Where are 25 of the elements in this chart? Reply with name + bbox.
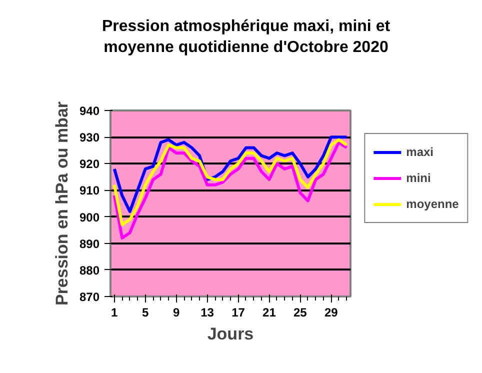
x-tick-label: 17: [232, 306, 246, 320]
y-tick-label: 900: [79, 210, 100, 224]
line-series: [112, 140, 348, 240]
y-tick-label: 930: [79, 130, 100, 145]
x-tick-label: 25: [294, 306, 308, 320]
x-tick-label: 9: [172, 306, 180, 320]
chart-title: Pression atmosphérique maxi, mini et moyenne quotidienne d'Octobre 2020: [102, 17, 390, 58]
y-tick-label: 890: [79, 236, 100, 251]
line-series: [112, 138, 348, 226]
y-tick-label: 870: [79, 290, 100, 304]
line-series: [112, 136, 348, 213]
x-tick-label: 21: [262, 306, 276, 320]
legend-label: maxi: [406, 145, 434, 159]
y-tick-label: 940: [79, 104, 100, 118]
y-tick-label: 920: [79, 157, 100, 172]
y-axis-title: Pression en hPa ou mbar: [52, 101, 72, 306]
y-tick-label: 910: [79, 184, 100, 198]
x-tick-label: 29: [324, 306, 338, 320]
x-tick-label: 5: [142, 306, 149, 320]
legend-label: moyenne: [406, 197, 459, 211]
x-tick-label: 13: [200, 306, 214, 320]
legend-label: mini: [406, 171, 431, 185]
y-tick-label: 880: [79, 263, 100, 278]
x-axis-title: Jours: [207, 324, 254, 344]
x-tick-label: 1: [111, 306, 118, 320]
